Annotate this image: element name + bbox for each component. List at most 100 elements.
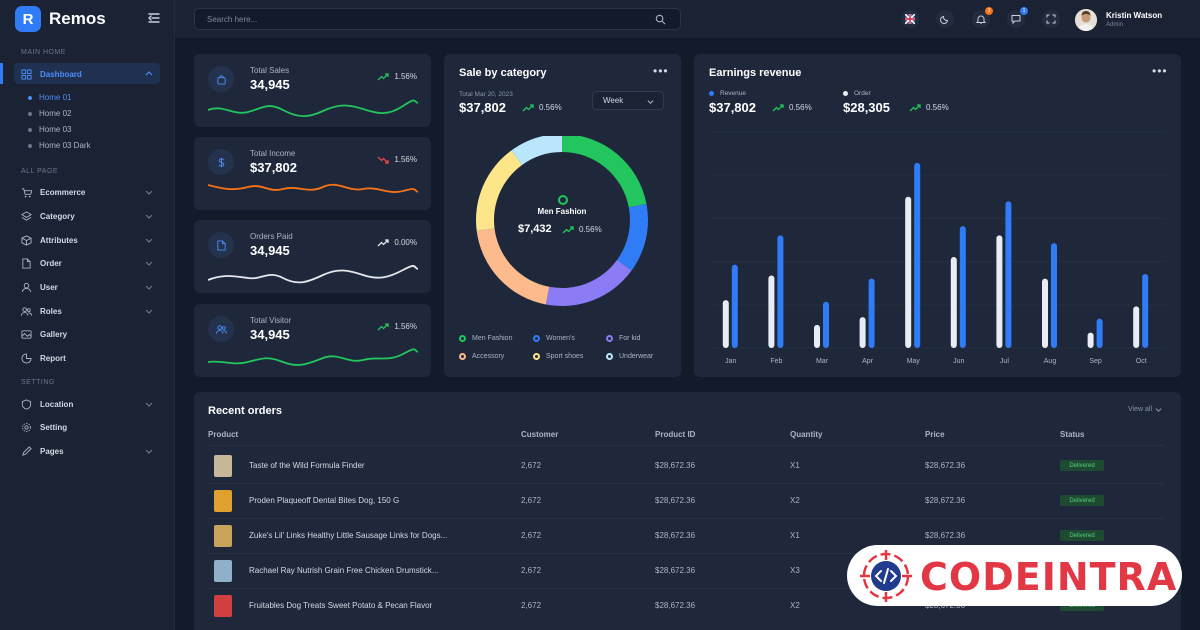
bar-order-mar[interactable] <box>814 324 820 348</box>
sidebar-subitem-home-03[interactable]: Home 03 <box>28 125 71 134</box>
language-button[interactable] <box>901 10 919 28</box>
sparkline-orders-paid <box>208 265 418 284</box>
bar-order-jul[interactable] <box>996 235 1003 348</box>
sidebar-subitem-home-01[interactable]: Home 01 <box>28 93 71 102</box>
stat-value: 34,945 <box>250 77 290 92</box>
search-icon[interactable] <box>655 14 666 25</box>
bar-revenue-jun[interactable] <box>959 226 966 348</box>
search-input[interactable]: Search here... <box>194 8 681 30</box>
sidebar-item-pages[interactable]: Pages <box>21 443 161 459</box>
chevron-down-icon <box>145 449 153 454</box>
more-options-icon[interactable]: ••• <box>653 64 669 78</box>
expand-icon <box>1046 14 1056 24</box>
notifications-button[interactable]: 3 <box>972 7 993 28</box>
product-name-cell[interactable]: Zuke's Lil' Links Healthy Little Sausage… <box>249 531 448 540</box>
product-name-cell[interactable]: Rachael Ray Nutrish Grain Free Chicken D… <box>249 566 439 575</box>
legend-swatch <box>843 91 848 96</box>
legend-label: Men Fashion <box>472 335 513 342</box>
product-name-cell[interactable]: Fruitables Dog Treats Sweet Potato & Pec… <box>249 601 433 610</box>
column-header-customer: Customer <box>521 430 559 439</box>
sidebar-subitem-home-03-dark[interactable]: Home 03 Dark <box>28 141 91 150</box>
app-logo[interactable]: R Remos <box>15 6 106 32</box>
period-select[interactable]: Week <box>592 91 664 110</box>
sidebar-item-ecommerce[interactable]: Ecommerce <box>21 184 161 200</box>
bar-order-jun[interactable] <box>950 256 957 348</box>
sidebar-item-setting[interactable]: Setting <box>21 419 161 435</box>
file-icon <box>216 239 226 251</box>
earnings-bar-chart: Jan Feb Mar Apr May Jun Jul Aug Sep Oct <box>710 131 1166 365</box>
price-cell: $28,672.36 <box>925 461 966 470</box>
notification-count-badge: 3 <box>985 7 993 15</box>
sidebar-item-category[interactable]: Category <box>21 208 161 224</box>
bar-revenue-sep[interactable] <box>1096 318 1103 348</box>
bar-revenue-may[interactable] <box>914 162 921 348</box>
avatar[interactable] <box>1075 9 1097 31</box>
bar-revenue-feb[interactable] <box>777 235 784 348</box>
sidebar-item-user[interactable]: User <box>21 279 161 295</box>
product-name-cell[interactable]: Taste of the Wild Formula Finder <box>249 461 365 470</box>
sale-by-category-title: Sale by category <box>459 67 547 79</box>
legend-label: Accessory <box>472 353 505 360</box>
sidebar-item-roles[interactable]: Roles <box>21 303 161 319</box>
stat-card-total-sales: Total Sales 34,945 1.56% <box>194 54 431 127</box>
view-all-link[interactable]: View all <box>1128 406 1162 413</box>
stat-label: Total Sales <box>250 66 290 75</box>
bullet-icon <box>28 111 32 116</box>
sidebar-item-label: Category <box>40 211 75 221</box>
sidebar-item-label: Pages <box>40 446 64 456</box>
table-divider <box>208 483 1164 484</box>
donut-slice[interactable] <box>511 136 562 165</box>
bar-revenue-apr[interactable] <box>868 278 875 348</box>
sale-trend: 0.56% <box>522 103 562 112</box>
x-tick-label: May <box>907 358 921 365</box>
table-divider <box>208 588 1164 589</box>
donut-slice[interactable] <box>476 150 523 231</box>
bar-order-apr[interactable] <box>859 317 866 348</box>
messages-button[interactable]: 1 <box>1007 7 1028 28</box>
donut-slice[interactable] <box>545 259 632 306</box>
bar-order-aug[interactable] <box>1042 278 1048 348</box>
bar-revenue-jul[interactable] <box>1005 201 1012 348</box>
more-options-icon[interactable]: ••• <box>1152 64 1168 78</box>
sidebar-item-report[interactable]: Report <box>21 350 161 366</box>
bar-order-sep[interactable] <box>1087 332 1094 348</box>
bar-revenue-jan[interactable] <box>731 264 738 348</box>
fullscreen-button[interactable] <box>1042 10 1060 28</box>
x-tick-label: Mar <box>816 358 829 365</box>
bar-order-feb[interactable] <box>768 275 775 348</box>
stat-trend-value: 1.56% <box>394 155 417 164</box>
sidebar-item-dashboard[interactable]: Dashboard <box>21 66 161 82</box>
bar-order-may[interactable] <box>905 196 912 348</box>
sidebar-item-gallery[interactable]: Gallery <box>21 326 161 342</box>
sidebar-item-location[interactable]: Location <box>21 396 161 412</box>
bar-revenue-aug[interactable] <box>1051 243 1057 348</box>
bar-order-jan[interactable] <box>722 300 729 348</box>
subitem-label: Home 03 <box>39 125 72 134</box>
chevron-down-icon <box>145 190 153 195</box>
chevron-down-icon <box>145 214 153 219</box>
product-thumbnail <box>214 455 232 477</box>
user-name[interactable]: Kristin Watson <box>1106 11 1163 20</box>
stat-trend: 1.56% <box>377 155 417 164</box>
users-icon <box>21 306 32 316</box>
stat-icon-wrap <box>208 232 234 258</box>
bar-revenue-oct[interactable] <box>1142 273 1149 348</box>
sidebar-subitem-home-02[interactable]: Home 02 <box>28 109 71 118</box>
legend-label: Underwear <box>619 353 654 360</box>
donut-slice[interactable] <box>562 136 647 208</box>
app-name: Remos <box>49 9 106 28</box>
sidebar-item-attributes[interactable]: Attributes <box>21 232 161 248</box>
sidebar-item-order[interactable]: Order <box>21 255 161 271</box>
donut-slice[interactable] <box>476 228 550 305</box>
bar-revenue-mar[interactable] <box>823 301 829 348</box>
collapse-menu-icon[interactable] <box>146 10 162 26</box>
product-name-cell[interactable]: Proden Plaqueoff Dental Bites Dog, 150 G <box>249 496 400 505</box>
bar-order-oct[interactable] <box>1133 306 1140 348</box>
dark-mode-toggle[interactable] <box>936 10 954 28</box>
donut-slice[interactable] <box>617 203 648 271</box>
legend-item: Accessory <box>459 353 504 360</box>
bag-icon <box>216 74 226 85</box>
avatar-photo <box>1075 9 1097 31</box>
product-id-cell: $28,672.36 <box>655 496 696 505</box>
revenue-legend: Revenue <box>709 90 746 97</box>
